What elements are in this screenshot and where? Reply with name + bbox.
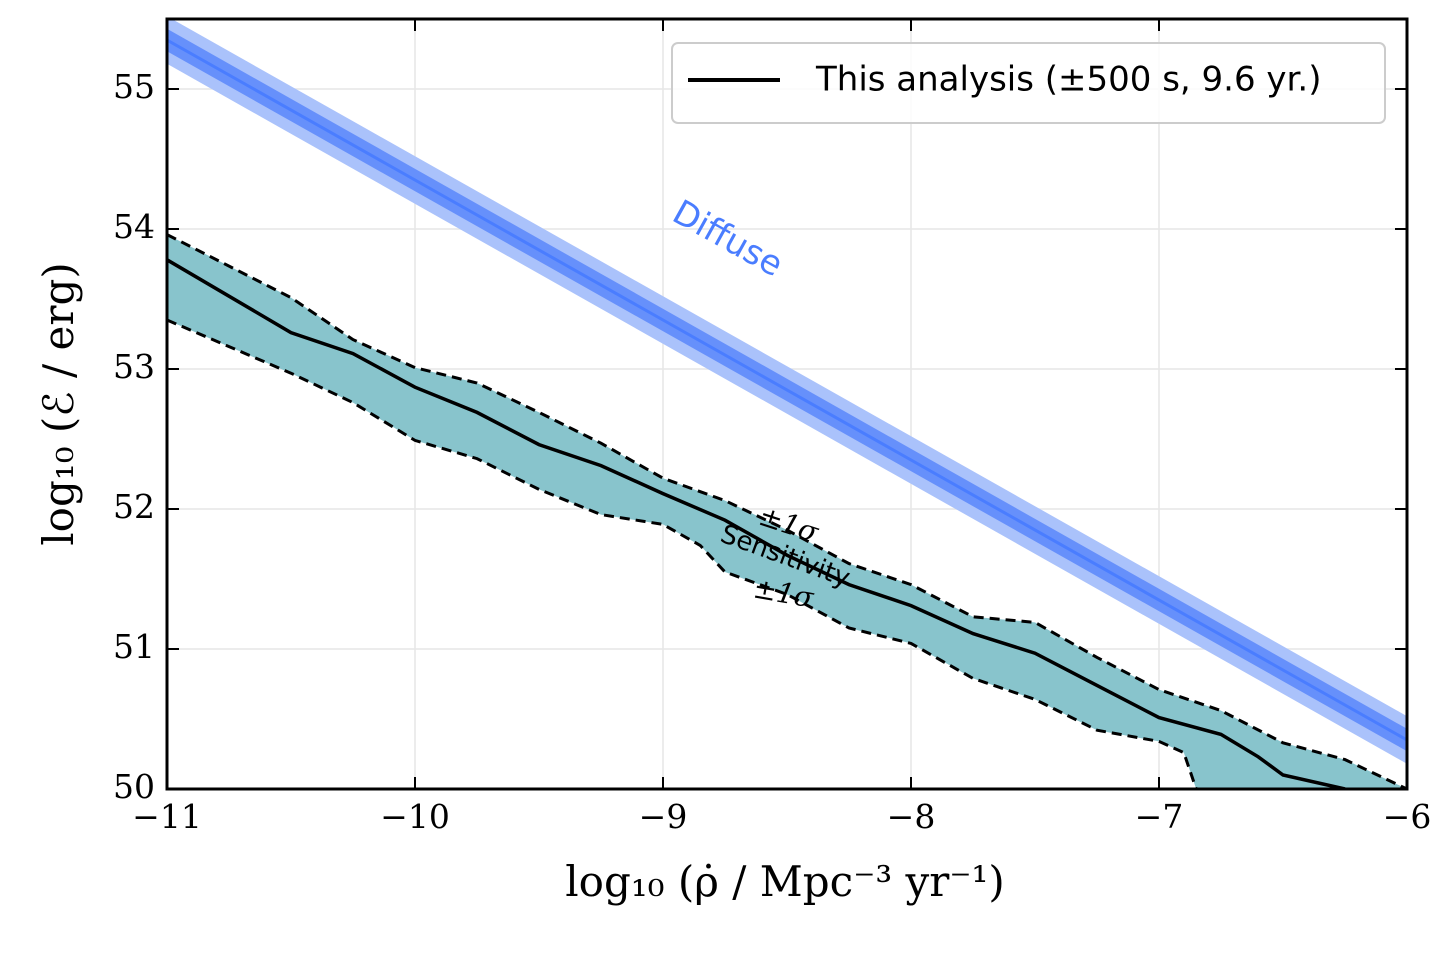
annotation: Diffuse [666,192,790,285]
x-tick-label: −7 [1135,797,1184,836]
band-edge [167,318,1198,789]
x-tick-label: −6 [1383,797,1432,836]
y-tick-label: 52 [113,487,155,526]
y-tick-label: 53 [113,347,155,386]
x-tick-label: −10 [380,797,450,836]
plot-area [167,19,1407,789]
y-tick-label: 55 [113,67,155,106]
y-tick-label: 51 [113,627,155,666]
legend: This analysis (±500 s, 9.6 yr.) [671,42,1386,124]
x-tick-label: −8 [887,797,936,836]
band-edge [167,233,1407,789]
x-tick-label: −9 [639,797,688,836]
axes-frame [165,17,1409,791]
sensitivity-line [167,258,1346,789]
legend-box [671,42,1386,124]
x-axis-label: log₁₀ (ρ̇ / Mpc⁻³ yr⁻¹) [565,857,1005,906]
y-axis-label: log₁₀ (ℰ / erg) [34,262,83,546]
y-tick-label: 50 [113,767,155,806]
legend-label: This analysis (±500 s, 9.6 yr.) [815,60,1321,100]
y-tick-label: 54 [113,207,155,246]
diffuse-line [167,38,1407,742]
x-tick-label: −11 [132,797,202,836]
